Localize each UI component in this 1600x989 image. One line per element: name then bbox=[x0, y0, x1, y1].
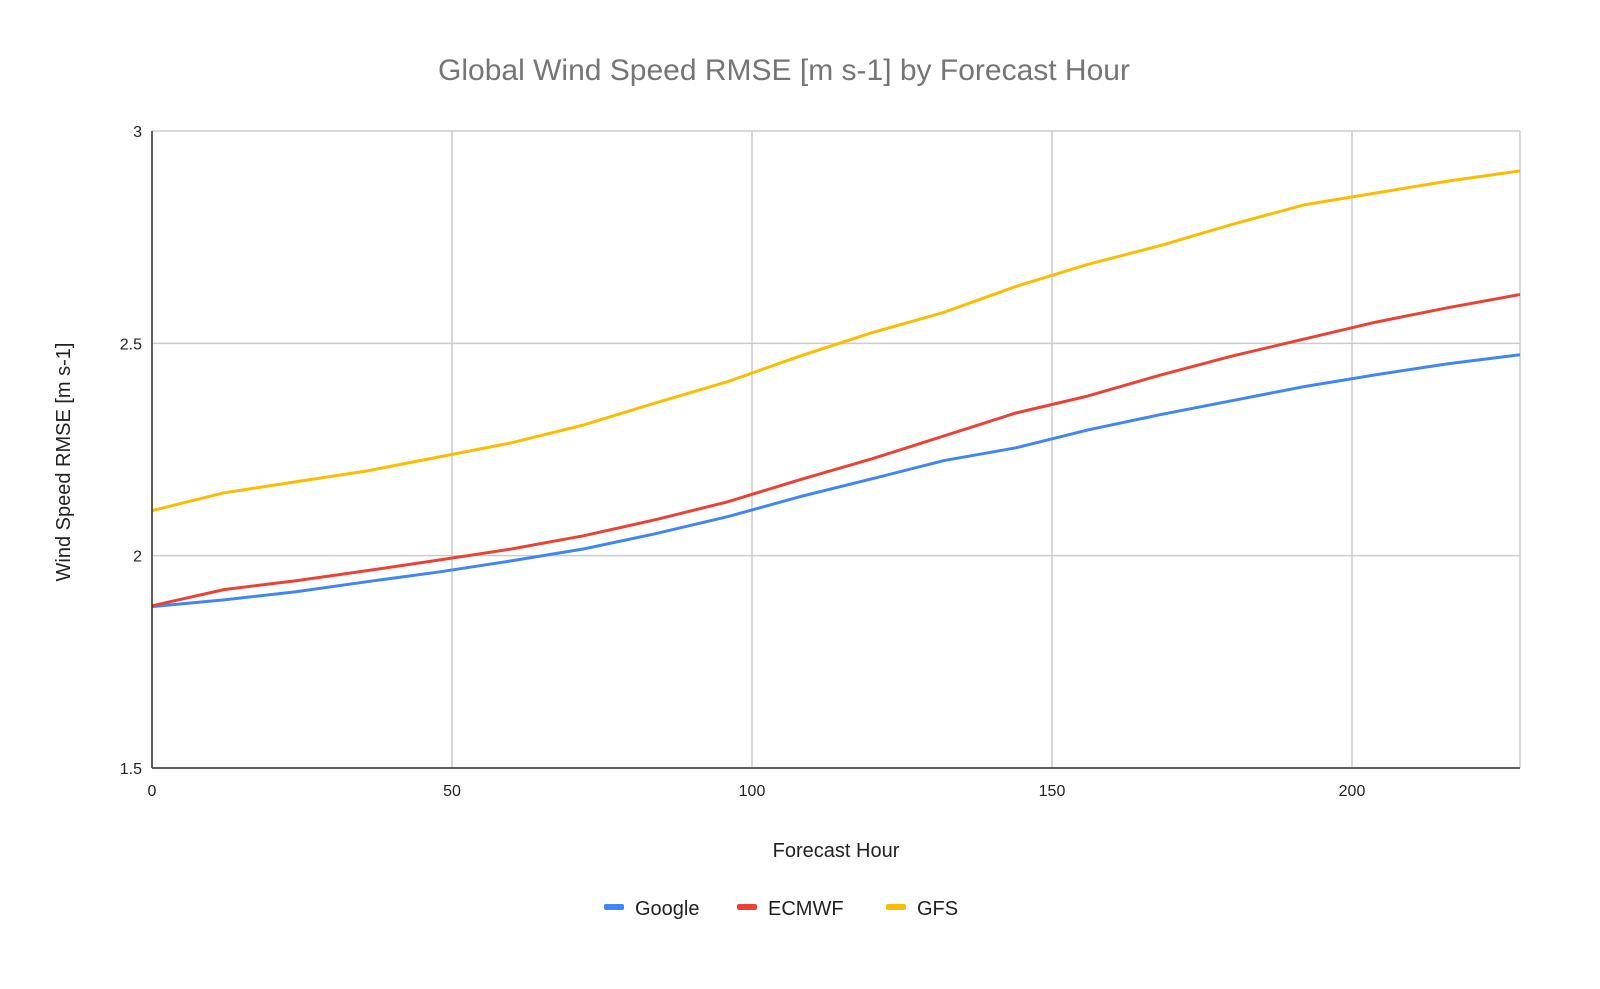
legend: Google ECMWF GFS bbox=[604, 898, 958, 920]
series-line-google bbox=[151, 353, 1521, 609]
x-axis-label: Forecast Hour bbox=[773, 840, 900, 862]
x-tick-label: 0 bbox=[148, 783, 157, 800]
legend-swatch bbox=[604, 904, 624, 910]
legend-item-ecmwf: ECMWF bbox=[737, 898, 844, 920]
legend-label: GFS bbox=[917, 898, 958, 920]
x-tick-label: 200 bbox=[1339, 783, 1366, 800]
y-tick-label: 3 bbox=[133, 124, 142, 141]
x-tick-label: 150 bbox=[1039, 783, 1066, 800]
legend-label: Google bbox=[635, 898, 700, 920]
legend-item-gfs: GFS bbox=[886, 898, 958, 920]
legend-label: ECMWF bbox=[768, 898, 844, 920]
gridlines bbox=[151, 130, 1521, 769]
legend-swatch bbox=[886, 904, 906, 910]
series-line-ecmwf bbox=[151, 293, 1521, 608]
series-line-gfs bbox=[151, 169, 1521, 513]
y-axis-ticks: 1.5 2 2.5 3 bbox=[120, 124, 142, 778]
legend-swatch bbox=[737, 904, 757, 910]
x-axis-ticks: 0 50 100 150 200 bbox=[148, 783, 1366, 800]
chart-title: Global Wind Speed RMSE [m s-1] by Foreca… bbox=[438, 54, 1130, 87]
y-tick-label: 1.5 bbox=[120, 761, 142, 778]
x-tick-label: 50 bbox=[443, 783, 461, 800]
legend-item-google: Google bbox=[604, 898, 700, 920]
series-lines bbox=[151, 169, 1521, 609]
y-tick-label: 2.5 bbox=[120, 336, 142, 353]
y-tick-label: 2 bbox=[133, 549, 142, 566]
x-tick-label: 100 bbox=[739, 783, 766, 800]
y-axis-label: Wind Speed RMSE [m s-1] bbox=[53, 343, 75, 582]
